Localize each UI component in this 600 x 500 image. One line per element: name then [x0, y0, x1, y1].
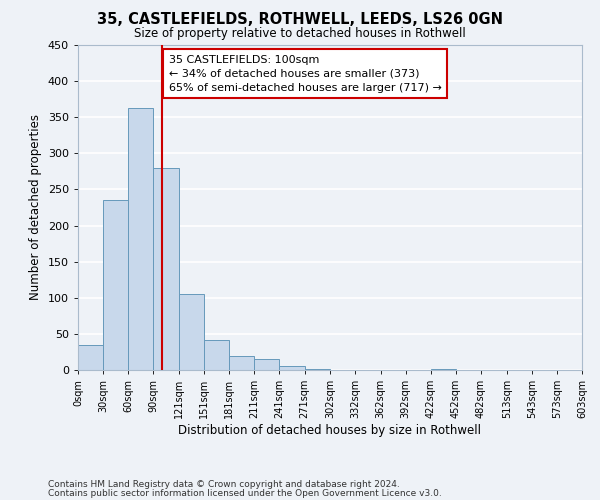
Text: 35, CASTLEFIELDS, ROTHWELL, LEEDS, LS26 0GN: 35, CASTLEFIELDS, ROTHWELL, LEEDS, LS26 …	[97, 12, 503, 28]
Text: 35 CASTLEFIELDS: 100sqm
← 34% of detached houses are smaller (373)
65% of semi-d: 35 CASTLEFIELDS: 100sqm ← 34% of detache…	[169, 54, 442, 93]
Bar	[204, 340, 229, 370]
Bar	[254, 359, 280, 370]
Text: Contains HM Land Registry data © Crown copyright and database right 2024.: Contains HM Land Registry data © Crown c…	[48, 480, 400, 489]
Bar	[78, 344, 103, 370]
Bar	[153, 168, 179, 370]
Bar	[280, 366, 305, 370]
X-axis label: Distribution of detached houses by size in Rothwell: Distribution of detached houses by size …	[179, 424, 482, 437]
Bar	[128, 108, 153, 370]
Bar	[103, 200, 128, 370]
Bar	[229, 356, 254, 370]
Text: Size of property relative to detached houses in Rothwell: Size of property relative to detached ho…	[134, 28, 466, 40]
Y-axis label: Number of detached properties: Number of detached properties	[29, 114, 42, 300]
Bar	[179, 294, 204, 370]
Text: Contains public sector information licensed under the Open Government Licence v3: Contains public sector information licen…	[48, 488, 442, 498]
